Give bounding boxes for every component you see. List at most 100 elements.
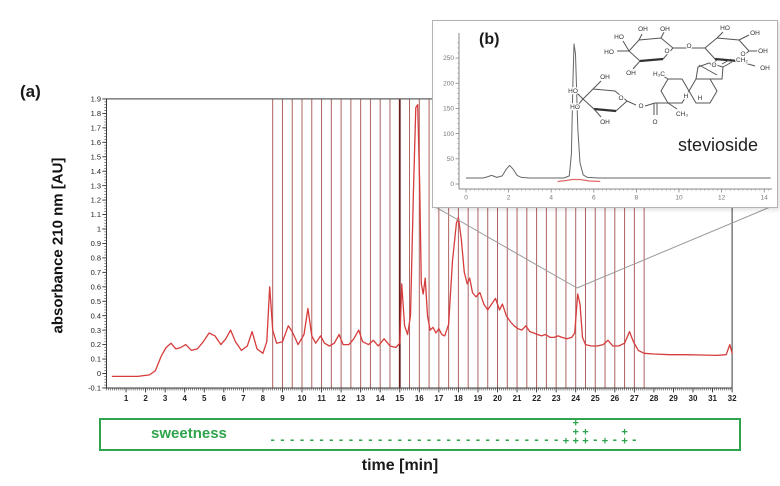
svg-text:0.7: 0.7: [91, 268, 101, 277]
svg-text:0.6: 0.6: [91, 282, 101, 291]
svg-text:-: -: [466, 432, 470, 447]
svg-text:+: +: [572, 427, 578, 439]
inset-red-trace: [557, 178, 601, 183]
svg-text:0.4: 0.4: [91, 311, 101, 320]
svg-text:21: 21: [513, 394, 522, 403]
x-axis-title: time [min]: [361, 457, 439, 474]
sweetness-label: sweetness: [151, 425, 227, 442]
svg-text:1.2: 1.2: [91, 196, 101, 205]
svg-text:2: 2: [143, 394, 148, 403]
svg-text:OH: OH: [600, 74, 610, 81]
svg-text:O: O: [686, 43, 691, 50]
svg-text:14: 14: [376, 394, 385, 403]
svg-text:-: -: [456, 432, 460, 447]
svg-text:2: 2: [507, 195, 511, 202]
svg-text:-: -: [613, 432, 617, 447]
svg-text:+: +: [621, 427, 627, 439]
svg-text:5: 5: [202, 394, 207, 403]
svg-text:250: 250: [443, 55, 454, 62]
svg-text:0.8: 0.8: [91, 254, 101, 263]
plot-border: [106, 98, 733, 389]
svg-text:+: +: [582, 427, 588, 439]
svg-text:31: 31: [708, 394, 717, 403]
svg-text:10: 10: [675, 195, 683, 202]
svg-text:-: -: [358, 432, 362, 447]
svg-text:0.1: 0.1: [91, 355, 101, 364]
inset-standard-trace: [466, 43, 771, 179]
svg-text:CH₃: CH₃: [676, 111, 688, 118]
svg-text:HO: HO: [720, 25, 730, 32]
svg-text:150: 150: [443, 106, 454, 113]
svg-text:32: 32: [728, 394, 737, 403]
svg-text:HO: HO: [568, 88, 578, 95]
svg-text:24: 24: [571, 394, 580, 403]
svg-text:27: 27: [630, 394, 639, 403]
svg-text:18: 18: [454, 394, 463, 403]
svg-text:1: 1: [124, 394, 129, 403]
svg-text:0: 0: [450, 181, 454, 188]
absorbance-trace: [111, 104, 733, 378]
svg-text:0: 0: [464, 195, 468, 202]
svg-text:15: 15: [395, 394, 404, 403]
svg-text:1.6: 1.6: [91, 138, 101, 147]
svg-text:O: O: [740, 51, 745, 58]
svg-text:11: 11: [317, 394, 326, 403]
svg-text:-: -: [446, 432, 450, 447]
svg-text:1.8: 1.8: [91, 109, 101, 118]
svg-text:14: 14: [761, 195, 769, 202]
svg-text:-: -: [495, 432, 499, 447]
svg-text:OH: OH: [638, 26, 648, 33]
svg-text:O: O: [638, 103, 643, 110]
svg-text:3: 3: [163, 394, 168, 403]
svg-text:-: -: [534, 432, 538, 447]
svg-text:OH: OH: [660, 26, 670, 33]
svg-text:-: -: [368, 432, 372, 447]
svg-text:7: 7: [241, 394, 246, 403]
svg-text:12: 12: [337, 394, 346, 403]
svg-text:+: +: [602, 436, 608, 448]
svg-text:-: -: [476, 432, 480, 447]
svg-text:22: 22: [532, 394, 541, 403]
svg-text:HO: HO: [614, 34, 624, 41]
callout-lines: [431, 204, 776, 289]
svg-text:HO: HO: [570, 104, 580, 111]
svg-text:12: 12: [718, 195, 726, 202]
svg-text:OH: OH: [750, 30, 760, 37]
svg-text:-: -: [544, 432, 548, 447]
svg-text:-: -: [280, 432, 284, 447]
svg-text:-: -: [417, 432, 421, 447]
svg-text:CH₂: CH₂: [736, 57, 748, 64]
svg-text:16: 16: [415, 394, 424, 403]
svg-text:+: +: [563, 436, 569, 448]
svg-text:200: 200: [443, 80, 454, 87]
svg-text:+: +: [621, 436, 627, 448]
svg-text:1.7: 1.7: [91, 123, 101, 132]
panel-a-label: (a): [20, 82, 41, 101]
svg-text:-: -: [525, 432, 529, 447]
inset-panel: 0 50 100 150 200 250 0 2 4 6 8 10 12 14 HO HO OH OH OH HO OH…: [432, 20, 778, 208]
svg-text:-: -: [554, 432, 558, 447]
svg-text:-: -: [632, 432, 636, 447]
svg-text:H: H: [684, 93, 689, 100]
svg-text:4: 4: [182, 394, 187, 403]
svg-text:-: -: [486, 432, 490, 447]
svg-text:-: -: [388, 432, 392, 447]
svg-text:0.9: 0.9: [91, 239, 101, 248]
svg-text:-: -: [427, 432, 431, 447]
svg-text:-: -: [310, 432, 314, 447]
svg-text:8: 8: [635, 195, 639, 202]
svg-text:-: -: [515, 432, 519, 447]
svg-text:-: -: [339, 432, 343, 447]
svg-text:9: 9: [280, 394, 285, 403]
svg-text:OH: OH: [760, 65, 770, 72]
svg-text:O: O: [618, 95, 623, 102]
svg-text:OH: OH: [626, 70, 636, 77]
svg-text:0: 0: [97, 369, 101, 378]
svg-text:-: -: [378, 432, 382, 447]
sweetness-track: sweetness: [99, 418, 741, 451]
svg-text:6: 6: [592, 195, 596, 202]
svg-text:1.1: 1.1: [91, 210, 101, 219]
